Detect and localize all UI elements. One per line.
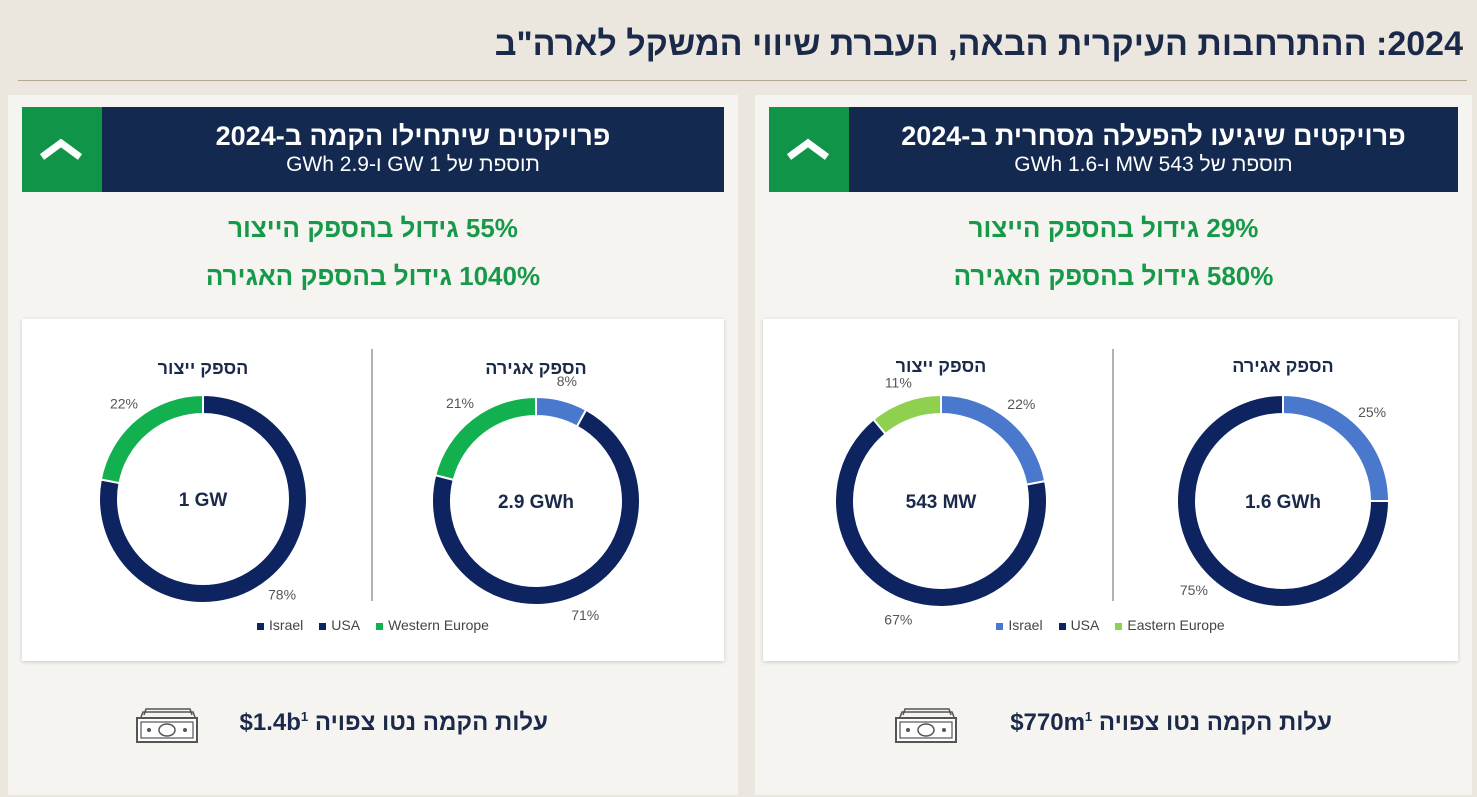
cost-footnote: 1 (1084, 709, 1093, 724)
cost-row: עלות הקמה נטו צפויה $1.4b1 (8, 703, 738, 747)
legend-swatch (1115, 622, 1123, 630)
legend-label: Israel (1008, 617, 1043, 633)
donut-slice-usa (1176, 393, 1391, 608)
donut-slice-western-europe (434, 395, 537, 482)
money-bill-icon (895, 708, 957, 743)
cost-row: עלות הקמה נטו צפויה $770m1 (755, 703, 1472, 747)
chart-card: הספק אגירה 8% 71% 21% 2.9 GWh הספק ייצור 78% 22… (22, 319, 724, 661)
legend-label: Eastern Europe (1127, 617, 1225, 633)
banner: פרויקטים שיגיעו להפעלה מסחרית ב-2024 תוס… (769, 107, 1458, 192)
donut-center-label: 543 MW (906, 492, 977, 513)
slice-label: 67% (884, 612, 912, 628)
legend-label: USA (331, 617, 361, 633)
slice-label: 25% (1358, 404, 1386, 420)
cost-value: $770m (1010, 709, 1085, 736)
slice-label: 8% (557, 373, 577, 389)
banner: פרויקטים שיתחילו הקמה ב-2024 תוספת של GW… (22, 107, 724, 192)
legend-item: Israel (996, 617, 1043, 633)
donut-title: הספק אגירה (485, 358, 586, 378)
legend-swatch (319, 622, 327, 630)
donut-slice-usa (834, 417, 1048, 608)
banner-title: פרויקטים שיגיעו להפעלה מסחרית ב-2024 (901, 121, 1406, 151)
cost-footnote: 1 (300, 709, 309, 724)
donut-title: הספק ייצור (158, 358, 249, 378)
cost-text: עלות הקמה נטו צפויה $1.4b1 (240, 709, 548, 737)
cost-label: עלות הקמה נטו צפויה (308, 709, 548, 736)
growth-storage: 1040% גידול בהספק האגירה (205, 261, 541, 291)
legend-swatch (376, 622, 384, 630)
chart-card: הספק אגירה 25% 75% 1.6 GWh הספק ייצור 22% 67% 1… (763, 319, 1458, 661)
slice-label: 75% (1180, 582, 1208, 598)
growth-storage: 580% גידול בהספק האגירה (953, 261, 1274, 291)
donut-slice-usa (98, 393, 308, 604)
cost-label: עלות הקמה נטו צפויה (1092, 709, 1332, 736)
slice-label: 22% (110, 395, 138, 411)
panel-commercial-operation: פרויקטים שיגיעו להפעלה מסחרית ב-2024 תוס… (755, 95, 1472, 795)
growth-generation: 55% גידול בהספק הייצור (228, 213, 518, 243)
page-title: 2024: ההתרחבות העיקרית הבאה, העברת שיווי… (494, 25, 1463, 63)
title-divider (18, 80, 1467, 81)
donut-chart: הספק ייצור 22% 67% 11% 543 MW (834, 356, 1048, 628)
donut-title: הספק אגירה (1232, 356, 1333, 376)
chart-legend: Israel USA Western Europe (22, 617, 724, 633)
cost-text: עלות הקמה נטו צפויה $770m1 (1010, 709, 1332, 737)
panel-construction-start: פרויקטים שיתחילו הקמה ב-2024 תוספת של GW… (8, 95, 738, 795)
donut-center-label: 1.6 GWh (1245, 492, 1321, 513)
chevron-up-icon (769, 107, 849, 192)
legend-item: Eastern Europe (1115, 617, 1225, 633)
legend-item: Western Europe (376, 617, 489, 633)
donut-slice-usa (431, 408, 641, 606)
cost-value: $1.4b (239, 709, 301, 736)
donut-center-label: 1 GW (179, 490, 228, 511)
banner-subtitle: תוספת של 543 MW ו-1.6 GWh (1014, 153, 1293, 176)
slice-label: 11% (885, 374, 912, 390)
slice-label: 21% (446, 395, 474, 411)
legend-label: Western Europe (388, 617, 489, 633)
legend-item: USA (319, 617, 360, 633)
legend-label: USA (1070, 617, 1100, 633)
growth-generation: 29% גידול בהספק הייצור (968, 213, 1259, 243)
legend-swatch (996, 622, 1004, 630)
donut-chart: הספק ייצור 78% 22% 1 GW (98, 358, 308, 604)
donut-title: הספק ייצור (896, 356, 987, 376)
chart-legend: Israel USA Eastern Europe (763, 617, 1458, 633)
chevron-up-icon (22, 107, 102, 192)
donut-chart: הספק אגירה 25% 75% 1.6 GWh (1176, 356, 1391, 608)
donut-center-label: 2.9 GWh (498, 492, 574, 513)
banner-subtitle: תוספת של GW 1 ו-2.9 GWh (286, 153, 540, 176)
money-bill-icon (136, 708, 198, 743)
slice-label: 71% (571, 607, 599, 623)
donut-charts: הספק אגירה 25% 75% 1.6 GWh הספק ייצור 22% 67% 1… (834, 349, 1391, 628)
legend-label: Israel (269, 617, 304, 633)
slice-label: 78% (268, 587, 296, 603)
donut-slice-eastern-europe (872, 393, 942, 436)
donut-slice-western-europe (99, 393, 204, 485)
legend-item: USA (1058, 617, 1100, 633)
banner-title: פרויקטים שיתחילו הקמה ב-2024 (215, 121, 611, 151)
legend-item: Israel (257, 617, 303, 633)
legend-swatch (257, 622, 265, 630)
slice-label: 22% (1007, 396, 1035, 412)
legend-swatch (1058, 622, 1066, 630)
